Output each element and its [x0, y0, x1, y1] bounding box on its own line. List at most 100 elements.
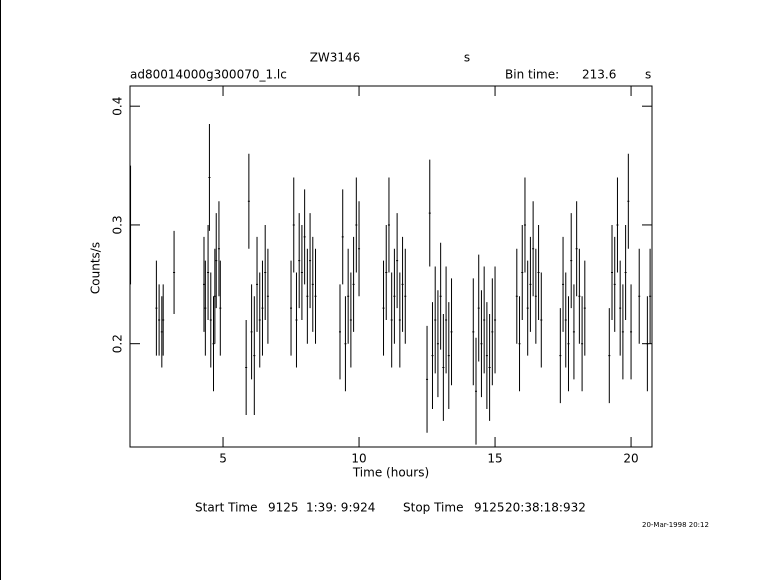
error-bar [627, 153, 630, 249]
error-bar [261, 260, 264, 356]
error-bar [567, 296, 570, 392]
error-bar [428, 159, 431, 267]
error-bar [338, 284, 341, 380]
plot-frame [129, 85, 653, 448]
error-bar [290, 260, 293, 356]
stop-time: 20:38:18:932 [505, 501, 586, 515]
start-day: 9125 [268, 501, 299, 515]
error-bar [204, 260, 207, 356]
error-bar [303, 189, 306, 285]
error-bar [202, 236, 205, 332]
error-bar [638, 248, 641, 344]
error-bar [213, 248, 216, 344]
error-bar [250, 284, 253, 380]
error-bar [258, 272, 261, 368]
error-bar [439, 242, 442, 350]
error-bar [245, 319, 248, 415]
error-bar [494, 266, 497, 374]
error-bar [347, 248, 350, 344]
error-bar [475, 337, 478, 445]
error-bar [264, 224, 267, 320]
error-bar [396, 213, 399, 309]
error-bar [583, 260, 586, 356]
error-bar [401, 236, 404, 332]
error-bar [173, 230, 176, 314]
error-bar [616, 177, 619, 273]
x-tick-label: 5 [219, 452, 227, 466]
error-bar [158, 284, 161, 356]
error-bar [608, 308, 611, 404]
error-bar [485, 302, 488, 409]
error-bar [630, 284, 633, 380]
x-tick-label: 20 [623, 452, 638, 466]
error-bar [491, 278, 494, 386]
start-label: Start Time [195, 501, 258, 515]
error-bar [385, 224, 388, 320]
error-bar [529, 236, 532, 332]
error-bar [523, 177, 526, 273]
error-bar [564, 272, 567, 368]
error-bar [253, 296, 256, 415]
error-bar [300, 224, 303, 320]
error-bar [215, 213, 218, 309]
error-bar [619, 260, 622, 356]
error-bar [521, 224, 524, 320]
error-bar [309, 213, 312, 309]
error-bar [382, 260, 385, 356]
error-bar [358, 201, 361, 297]
error-bar [217, 201, 220, 297]
y-tick-label: 0.2 [111, 334, 125, 353]
error-bar [537, 224, 540, 320]
error-bar [575, 201, 578, 297]
error-bar [390, 272, 393, 368]
error-bar [295, 272, 298, 368]
error-bar [349, 272, 352, 368]
error-bar [341, 189, 344, 285]
title-unit: s [464, 51, 470, 65]
error-bar [613, 236, 616, 332]
error-bar [572, 284, 575, 380]
error-bar [355, 177, 358, 273]
error-bar [562, 236, 565, 332]
error-bar [314, 248, 317, 344]
error-bar [387, 177, 390, 273]
error-bar [518, 296, 521, 392]
error-bar [445, 266, 448, 374]
y-tick-label: 0.4 [111, 97, 125, 116]
chart-title: ZW3146 [310, 51, 361, 65]
error-bar [256, 236, 259, 332]
x-tick-label: 15 [487, 452, 502, 466]
y-tick-label: 0.3 [111, 215, 125, 234]
error-bar [129, 165, 132, 285]
error-bar [611, 224, 614, 320]
error-bar [344, 296, 347, 392]
stop-label: Stop Time [403, 501, 463, 515]
start-time: 1:39: 9:924 [306, 501, 375, 515]
error-bar [311, 236, 314, 332]
error-bar [162, 284, 165, 356]
bin-time-label: Bin time: [505, 68, 559, 82]
error-bar [480, 290, 483, 398]
error-bar [450, 278, 453, 386]
error-bar [209, 272, 212, 368]
error-bar [155, 260, 158, 356]
error-bar [398, 272, 401, 368]
error-bar [515, 248, 518, 344]
error-bar [581, 296, 584, 392]
error-bar [472, 278, 475, 386]
y-axis-label: Counts/s [89, 242, 103, 294]
error-bar [436, 290, 439, 398]
error-bar [447, 302, 450, 409]
error-bar [477, 254, 480, 362]
error-bar [442, 314, 445, 421]
error-bar [570, 213, 573, 309]
bin-time-unit: s [645, 68, 651, 82]
error-bar [526, 260, 529, 356]
error-bar [404, 248, 407, 344]
error-bar [266, 248, 269, 344]
x-tick-label: 10 [351, 452, 366, 466]
error-bar [483, 266, 486, 374]
error-bar [540, 272, 543, 368]
